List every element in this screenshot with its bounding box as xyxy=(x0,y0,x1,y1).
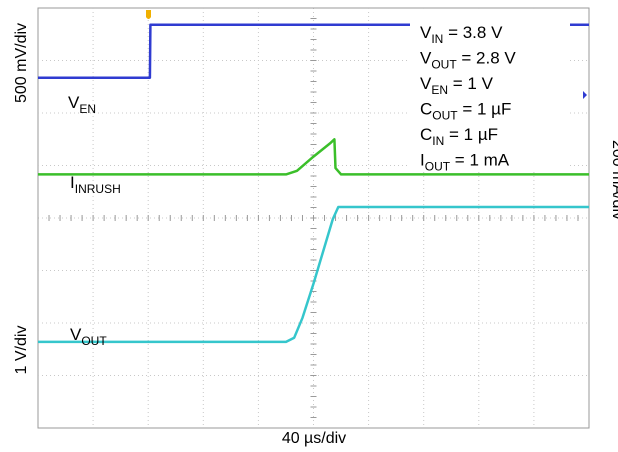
graticule xyxy=(37,7,590,429)
trace-v-out xyxy=(38,205,589,344)
trace-labels: VEN IINRUSH VOUT xyxy=(68,93,121,348)
trigger-marker xyxy=(146,10,151,19)
trace-label-i-inrush: IINRUSH xyxy=(70,173,121,196)
ch-offset-marker xyxy=(583,91,587,99)
condition-v-en: VEN = 1 V xyxy=(420,74,494,97)
right-axis-label: 200 mA/div xyxy=(609,140,618,220)
condition-c-out: COUT = 1 µF xyxy=(420,100,511,123)
trace-label-v-out: VOUT xyxy=(70,325,107,348)
left-axis-label-bottom: 1 V/div xyxy=(13,326,30,375)
condition-v-in: VIN = 3.8 V xyxy=(420,23,503,46)
trace-v-en xyxy=(38,23,589,80)
condition-c-in: CIN = 1 µF xyxy=(420,125,498,148)
trace-label-v-en: VEN xyxy=(68,93,96,116)
legend-background xyxy=(410,10,570,170)
traces xyxy=(38,23,589,344)
trace-i-inrush xyxy=(38,138,589,176)
x-axis-label: 40 µs/div xyxy=(282,430,346,447)
condition-v-out: VOUT = 2.8 V xyxy=(420,49,516,72)
left-axis-label-top: 500 mV/div xyxy=(13,23,30,103)
condition-i-out: IOUT = 1 mA xyxy=(420,151,510,174)
